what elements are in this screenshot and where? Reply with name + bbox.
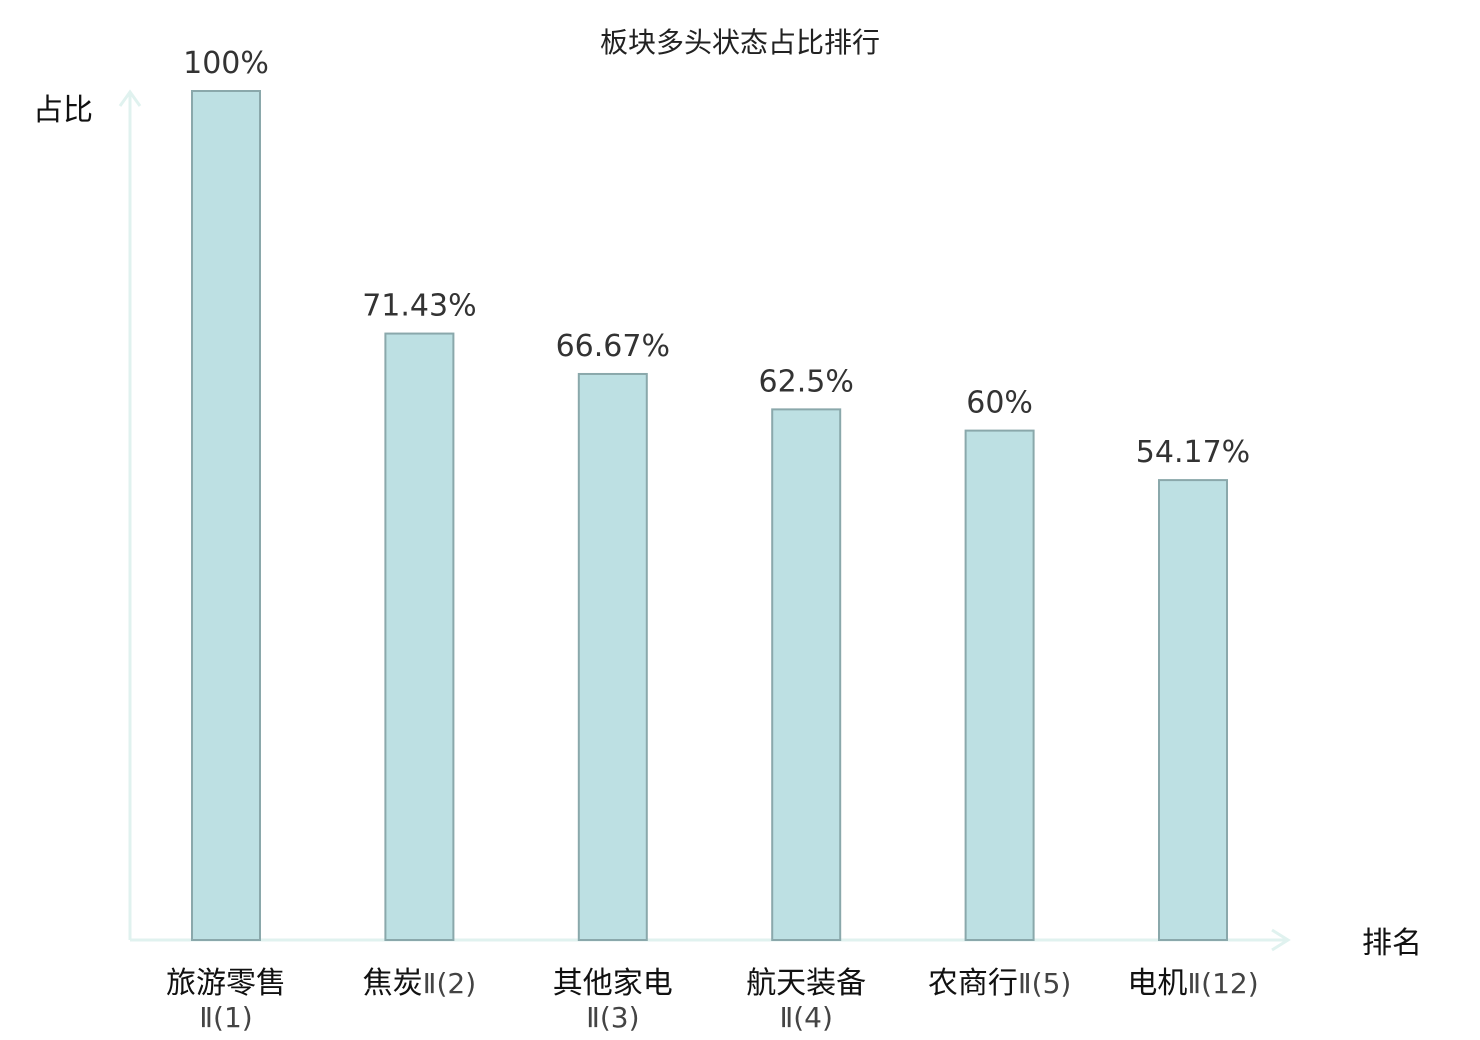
bar-2 xyxy=(384,332,455,941)
category-suffix: Ⅱ(12) xyxy=(1187,967,1258,1000)
value-label-5: 60% xyxy=(966,386,1033,421)
value-label-6: 54.17% xyxy=(1136,435,1250,470)
category-suffix: Ⅱ(1) xyxy=(199,1001,252,1034)
bars xyxy=(191,90,1228,942)
category-suffix: Ⅱ(4) xyxy=(779,1001,832,1034)
value-label-1: 100% xyxy=(183,46,269,81)
category-label-6: 电机Ⅱ(12) xyxy=(1127,966,1258,1001)
bar-5 xyxy=(964,429,1035,941)
bar-3 xyxy=(577,372,648,942)
category-name: 焦炭 xyxy=(363,966,423,1001)
value-label-2: 71.43% xyxy=(362,289,476,324)
category-suffix: Ⅱ(2) xyxy=(423,967,476,1000)
y-axis-arrow xyxy=(118,89,142,107)
category-name: 旅游零售 xyxy=(166,966,286,1001)
value-label-3: 66.67% xyxy=(556,329,670,364)
category-suffix: Ⅱ(5) xyxy=(1018,967,1071,1000)
x-axis-label: 排名 xyxy=(1362,926,1422,961)
category-name: 电机 xyxy=(1127,966,1187,1001)
y-axis-label: 占比 xyxy=(33,93,93,128)
category-labels: 旅游零售 Ⅱ(1)焦炭Ⅱ(2) 其他家电 Ⅱ(3)航天装备 Ⅱ(4)农商行Ⅱ(5) 电机Ⅱ… xyxy=(166,966,1259,1034)
category-label-1: 旅游零售 Ⅱ(1) xyxy=(166,966,286,1034)
category-name: 农商行 xyxy=(928,966,1018,1001)
category-label-2: 焦炭Ⅱ(2) xyxy=(363,966,476,1001)
chart-title: 板块多头状态占比排行 xyxy=(600,26,880,59)
category-name: 其他家电 xyxy=(553,966,673,1001)
value-labels: 100% 71.43% 66.67% 62.5% 60% 54.17% xyxy=(183,46,1250,470)
bar-1 xyxy=(191,90,261,941)
category-label-5: 农商行Ⅱ(5) xyxy=(928,966,1071,1001)
bar-4 xyxy=(771,408,842,941)
category-label-4: 航天装备 Ⅱ(4) xyxy=(746,966,866,1034)
category-name: 航天装备 xyxy=(746,966,866,1001)
category-suffix: Ⅱ(3) xyxy=(586,1001,639,1034)
x-axis xyxy=(130,928,1291,952)
x-axis-arrow xyxy=(1271,928,1291,952)
y-axis xyxy=(118,89,142,940)
category-label-3: 其他家电 Ⅱ(3) xyxy=(553,966,673,1034)
bar-6 xyxy=(1158,479,1228,941)
value-label-4: 62.5% xyxy=(759,364,854,399)
